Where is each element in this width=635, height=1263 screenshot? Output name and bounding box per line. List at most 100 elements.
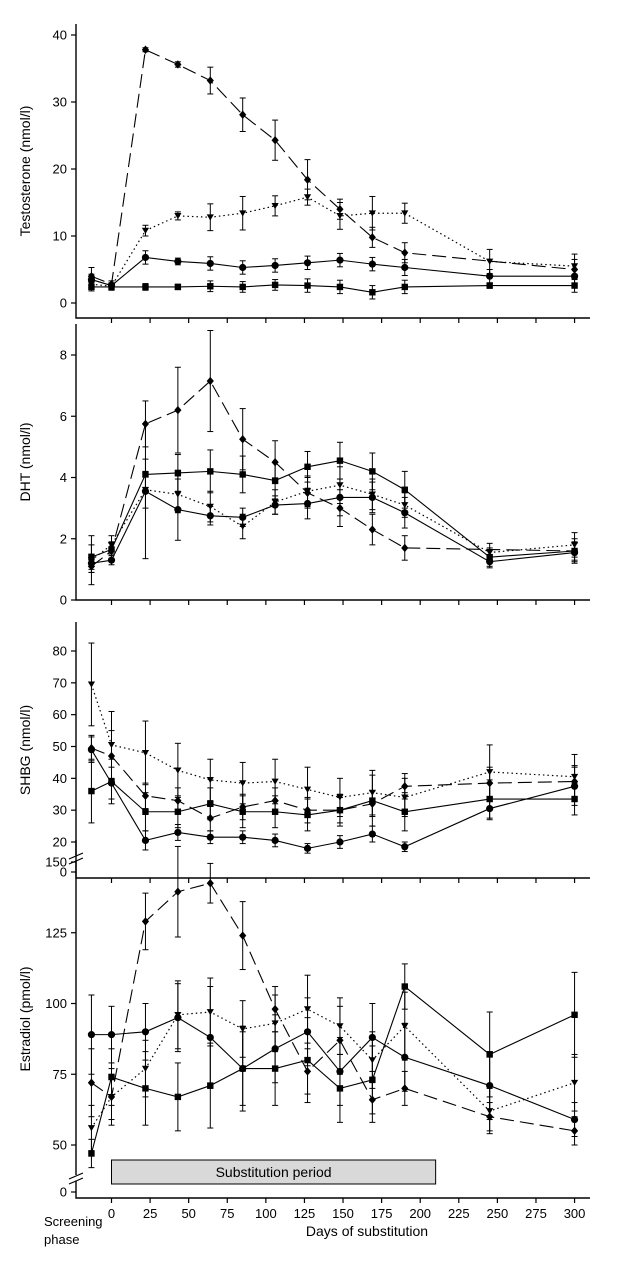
y-tick-label: 60 [53, 707, 67, 722]
data-point-square [401, 808, 408, 815]
data-point-square [88, 1150, 95, 1157]
data-point-circle [87, 746, 96, 754]
data-point-square [369, 289, 376, 296]
data-point-square [304, 282, 311, 289]
data-point-circle [303, 499, 312, 508]
data-point-triangle [303, 194, 312, 201]
data-point-diamond [141, 917, 150, 926]
data-point-triangle [141, 227, 150, 234]
x-tick-label: 175 [371, 1206, 393, 1221]
axis-break-mark [68, 1172, 84, 1180]
y-axis-title: SHBG (nmol/l) [17, 705, 33, 795]
y-axis-title: Estradiol (pmol/l) [17, 966, 33, 1071]
data-point-square [174, 1093, 182, 1101]
series-diamond [87, 730, 579, 832]
data-point-triangle [486, 258, 494, 265]
data-point-diamond [206, 76, 214, 85]
data-point-circle [107, 1031, 116, 1039]
series-triangle [87, 466, 579, 586]
data-point-circle [368, 1033, 376, 1042]
substitution-period-bar [111, 1159, 437, 1185]
data-point-circle [174, 1014, 182, 1022]
data-point-square [207, 1082, 214, 1089]
axes-panel-1: 0 10 20 30 40 [53, 24, 590, 323]
data-point-circle [336, 256, 344, 264]
data-point-square [108, 546, 115, 553]
data-point-square [401, 486, 408, 493]
x-tick-label: 125 [294, 1206, 316, 1221]
data-point-square [239, 471, 246, 478]
series-line-diamond [91, 747, 575, 819]
axis-break-mark [68, 1177, 84, 1185]
data-point-circle [206, 1033, 214, 1042]
data-point-diamond [174, 887, 182, 896]
substitution-period-label: Substitution period [216, 1164, 332, 1180]
series-circle [87, 423, 579, 573]
series-line-circle [91, 256, 575, 287]
data-point-triangle [141, 749, 150, 757]
data-point-diamond [174, 405, 182, 415]
data-point-circle [174, 257, 182, 266]
x-tick-label: 300 [564, 1206, 586, 1221]
x-tick-label: 50 [181, 1206, 195, 1221]
data-point-circle [271, 261, 279, 270]
panel-3: 0 20 30 40 50 60 70 80 SHBG (nmol/l) [17, 622, 590, 883]
data-point-circle [368, 830, 376, 838]
data-point-square [304, 811, 311, 819]
x-tick-label: 0 [108, 1206, 115, 1221]
data-point-square [108, 1073, 115, 1081]
data-point-circle [303, 259, 312, 267]
data-point-diamond [206, 879, 214, 888]
y-tick-label: 4 [60, 470, 67, 485]
data-point-square [108, 283, 115, 291]
x-tick-label: 150 [332, 1206, 354, 1221]
data-point-diamond [271, 135, 279, 145]
data-point-circle [271, 836, 279, 845]
data-point-triangle [570, 263, 579, 270]
series-square [88, 758, 578, 832]
data-point-square [142, 283, 149, 291]
y-tick-label: 40 [53, 771, 67, 786]
data-point-circle [141, 1028, 150, 1036]
y-tick-label: 50 [53, 739, 67, 754]
x-tick-label: 250 [487, 1206, 509, 1221]
y-tick-label: 0 [60, 296, 67, 311]
data-point-square [486, 282, 493, 289]
x-tick-label: 225 [448, 1206, 470, 1221]
data-point-square [174, 469, 182, 477]
data-point-square [401, 283, 408, 291]
data-point-square [304, 1056, 311, 1064]
data-point-diamond [401, 543, 409, 553]
data-point-circle [141, 836, 150, 845]
data-point-circle [206, 512, 214, 520]
y-tick-label: 0 [60, 865, 67, 880]
x-tick-label: 275 [525, 1206, 547, 1221]
data-point-square [142, 1085, 149, 1092]
series-line-square [91, 460, 575, 558]
data-point-circle [271, 501, 279, 509]
series-circle [87, 250, 579, 290]
x-axis-labels: Screening phase Days of substitution [44, 1214, 428, 1247]
data-point-diamond [401, 248, 409, 257]
data-point-circle [87, 275, 96, 284]
axis-break-gap [68, 1175, 84, 1181]
data-point-square [174, 283, 182, 291]
series-line-circle [91, 490, 575, 564]
data-point-triangle [87, 681, 96, 688]
series-square [88, 441, 578, 570]
y-tick-label: 100 [45, 996, 67, 1011]
data-point-square [88, 283, 95, 291]
y-tick-label: 6 [60, 409, 67, 424]
panel-1: 0 10 20 30 40 Testosterone (nmol/l) [17, 24, 590, 323]
data-point-triangle [107, 742, 116, 749]
series-diamond [87, 330, 579, 573]
data-point-square [239, 1065, 246, 1072]
data-point-circle [239, 833, 247, 841]
data-point-square [486, 795, 493, 803]
data-point-circle [336, 838, 344, 846]
data-point-diamond [174, 60, 182, 69]
data-point-circle [401, 843, 409, 851]
data-point-diamond [368, 233, 376, 242]
y-tick-label: 2 [60, 531, 67, 546]
series-line-circle [91, 1017, 575, 1121]
